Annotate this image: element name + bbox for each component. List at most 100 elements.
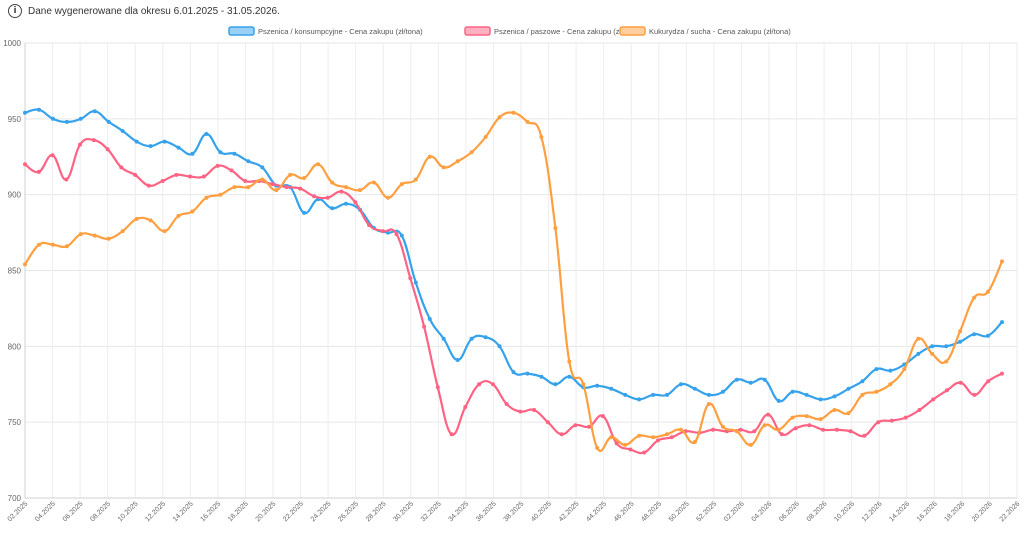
- data-point: [312, 194, 316, 199]
- data-point: [36, 169, 41, 174]
- data-point: [316, 162, 321, 167]
- data-point: [846, 386, 851, 391]
- data-point: [609, 386, 614, 391]
- data-point: [734, 429, 739, 434]
- data-point: [1000, 259, 1004, 264]
- x-tick-label: 44.2025: [585, 500, 608, 523]
- data-point: [958, 339, 963, 344]
- data-point: [413, 177, 418, 182]
- data-point: [525, 371, 530, 376]
- legend-label-2[interactable]: Pszenica / paszowe - Cena zakupu (zł/ton…: [494, 27, 641, 36]
- legend-swatch-2[interactable]: [464, 26, 491, 36]
- y-tick-label: 900: [8, 191, 22, 200]
- data-point: [539, 374, 544, 379]
- data-point: [553, 226, 558, 230]
- x-tick-label: 06.2026: [778, 500, 801, 523]
- data-point: [399, 182, 404, 187]
- x-tick-label: 18.2026: [943, 500, 966, 523]
- data-point: [371, 180, 376, 185]
- data-point: [134, 139, 139, 144]
- x-tick-label: 20.2025: [255, 500, 278, 523]
- data-point: [449, 432, 454, 437]
- data-point: [972, 332, 977, 337]
- data-point: [834, 427, 839, 432]
- data-point: [903, 415, 908, 420]
- data-point: [408, 276, 413, 281]
- data-point: [567, 374, 572, 379]
- data-point: [776, 398, 781, 403]
- data-point: [818, 397, 823, 402]
- data-point: [539, 135, 544, 139]
- x-tick-label: 46.2025: [613, 500, 636, 523]
- data-point: [916, 336, 921, 341]
- data-point: [427, 154, 432, 159]
- data-point: [734, 377, 739, 382]
- x-tick-label: 48.2025: [640, 500, 663, 523]
- data-point: [23, 262, 27, 267]
- data-point: [930, 351, 935, 356]
- data-point: [477, 382, 482, 387]
- x-tick-label: 10.2025: [117, 500, 140, 523]
- data-point: [37, 107, 41, 112]
- data-point: [776, 427, 781, 432]
- data-point: [441, 165, 446, 170]
- x-tick-label: 36.2025: [475, 500, 498, 523]
- x-tick-label: 04.2026: [751, 500, 774, 523]
- data-point: [146, 183, 151, 188]
- data-point: [762, 377, 767, 382]
- data-point: [204, 195, 209, 200]
- data-point: [162, 139, 167, 144]
- data-point: [665, 432, 669, 437]
- data-point: [288, 172, 293, 177]
- data-point: [483, 135, 488, 139]
- data-point: [1000, 320, 1004, 325]
- data-point: [614, 441, 619, 446]
- data-point: [642, 450, 647, 455]
- data-point: [748, 442, 753, 447]
- x-tick-label: 26.2025: [337, 500, 360, 523]
- data-point: [399, 233, 404, 238]
- data-point: [706, 402, 711, 406]
- legend-label-3[interactable]: Kukurydza / sucha - Cena zakupu (zł/tona…: [649, 27, 791, 36]
- data-point: [64, 177, 69, 182]
- data-point: [651, 435, 656, 440]
- x-tick-label: 16.2025: [199, 500, 222, 523]
- y-tick-label: 1000: [3, 39, 21, 48]
- data-point: [455, 358, 460, 362]
- legend-swatch-3[interactable]: [619, 26, 646, 36]
- data-point: [302, 210, 307, 215]
- data-point: [385, 195, 390, 200]
- x-tick-label: 20.2026: [971, 500, 994, 523]
- x-tick-label: 50.2025: [668, 500, 691, 523]
- data-point: [23, 110, 27, 115]
- data-point: [559, 432, 564, 437]
- x-tick-label: 12.2026: [861, 500, 884, 523]
- data-point: [92, 109, 97, 114]
- data-point: [148, 144, 153, 149]
- data-point: [380, 229, 385, 234]
- data-point: [738, 427, 743, 432]
- data-point: [246, 185, 251, 190]
- data-point: [298, 186, 303, 191]
- data-point: [260, 165, 265, 170]
- x-tick-label: 14.2025: [172, 500, 195, 523]
- data-point: [600, 414, 605, 419]
- data-point: [50, 242, 55, 247]
- data-point: [656, 438, 660, 443]
- data-point: [190, 151, 195, 156]
- data-point: [455, 159, 460, 164]
- legend-label-1[interactable]: Pszenica / konsumpcyjne - Cena zakupu (z…: [258, 27, 423, 36]
- data-point: [888, 368, 893, 373]
- data-point: [889, 418, 894, 423]
- data-point: [944, 359, 949, 364]
- data-point: [874, 367, 879, 372]
- x-tick-label: 08.2025: [89, 500, 112, 523]
- data-point: [623, 442, 628, 447]
- x-tick-label: 16.2026: [916, 500, 939, 523]
- legend-swatch-1[interactable]: [228, 26, 255, 36]
- data-point: [435, 385, 440, 390]
- data-point: [441, 336, 446, 341]
- data-point: [162, 229, 167, 234]
- x-tick-label: 06.2025: [62, 500, 85, 523]
- data-point: [243, 179, 248, 183]
